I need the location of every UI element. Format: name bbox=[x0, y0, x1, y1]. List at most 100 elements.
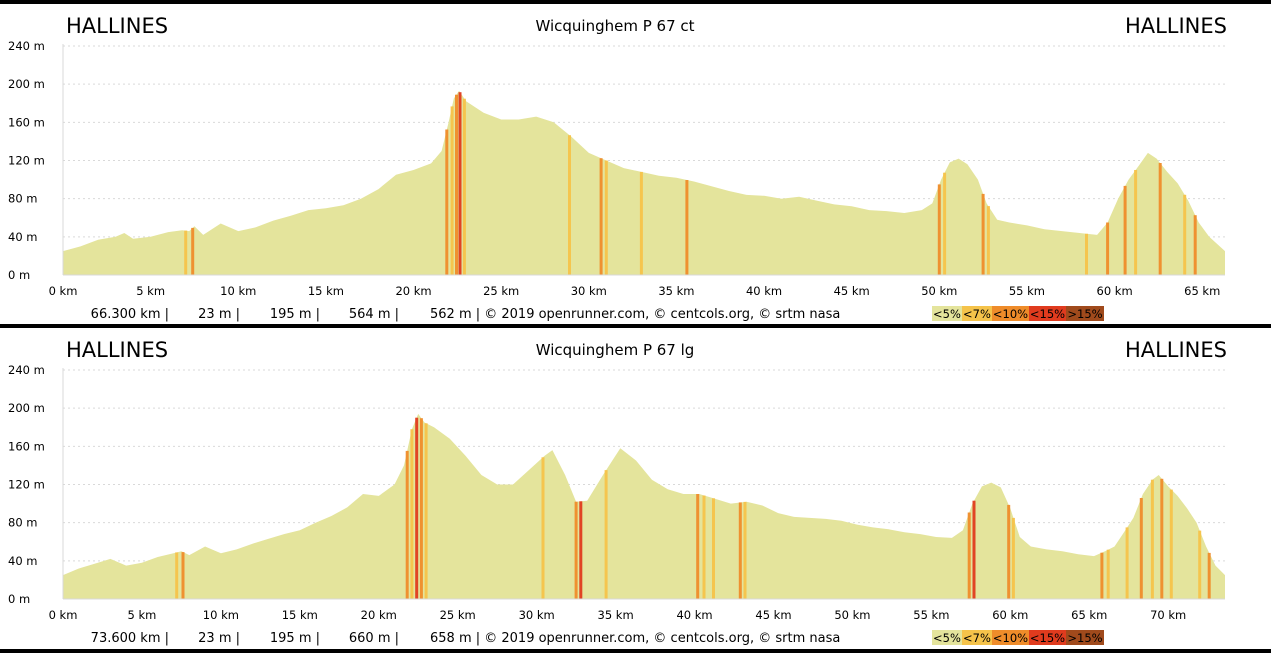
panel-separator bbox=[0, 324, 1271, 328]
x-tick-label: 60 km bbox=[992, 608, 1028, 622]
x-tick-label: 15 km bbox=[282, 608, 318, 622]
gradient-stripe bbox=[1106, 222, 1110, 275]
chart-title: Wicquinghem P 67 lg bbox=[536, 341, 695, 359]
end-place-label: HALLINES bbox=[1125, 14, 1227, 38]
gradient-stripe bbox=[458, 92, 462, 275]
legend-label: >15% bbox=[1067, 631, 1102, 645]
gradient-stripe bbox=[181, 552, 185, 599]
gradient-stripe bbox=[639, 171, 643, 275]
legend-label: <10% bbox=[993, 631, 1028, 645]
legend-swatch bbox=[932, 630, 962, 645]
route-stat-credits: 562 m | © 2019 openrunner.com, © centcol… bbox=[430, 307, 840, 322]
route-stat: 564 m | bbox=[349, 307, 399, 322]
y-tick-label: 120 m bbox=[8, 154, 45, 168]
gradient-stripe bbox=[696, 494, 700, 599]
gradient-stripe bbox=[410, 429, 414, 599]
legend-swatch bbox=[992, 630, 1029, 645]
legend-swatch bbox=[1066, 630, 1104, 645]
gradient-stripe bbox=[1150, 479, 1154, 599]
gradient-stripe bbox=[604, 160, 608, 275]
legend-swatch bbox=[932, 306, 962, 321]
route-stat: 195 m | bbox=[270, 307, 320, 322]
legend-swatch bbox=[1029, 306, 1066, 321]
legend-swatch bbox=[992, 306, 1029, 321]
start-place-label: HALLINES bbox=[66, 338, 168, 362]
gradient-stripe bbox=[1193, 215, 1197, 275]
x-tick-label: 60 km bbox=[1097, 284, 1133, 298]
x-tick-label: 65 km bbox=[1184, 284, 1220, 298]
legend-swatch bbox=[1066, 306, 1104, 321]
gradient-stripe bbox=[462, 98, 466, 275]
x-tick-label: 30 km bbox=[571, 284, 607, 298]
elevation-area bbox=[63, 90, 1225, 275]
gradient-stripe bbox=[424, 423, 428, 599]
legend-label: <15% bbox=[1030, 307, 1065, 321]
gradient-stripe bbox=[1100, 552, 1104, 599]
y-tick-label: 160 m bbox=[8, 439, 45, 453]
gradient-stripe bbox=[450, 106, 454, 276]
y-tick-label: 200 m bbox=[8, 77, 45, 91]
x-tick-label: 35 km bbox=[658, 284, 694, 298]
route-stat: 195 m | bbox=[270, 631, 320, 646]
gradient-stripe bbox=[604, 470, 608, 599]
gradient-stripe bbox=[1011, 517, 1015, 599]
route-stat: 23 m | bbox=[198, 631, 240, 646]
gradient-stripe bbox=[943, 172, 947, 275]
legend-label: >15% bbox=[1067, 307, 1102, 321]
x-tick-label: 40 km bbox=[746, 284, 782, 298]
gradient-stripe bbox=[1125, 527, 1129, 599]
end-place-label: HALLINES bbox=[1125, 338, 1227, 362]
x-tick-label: 25 km bbox=[440, 608, 476, 622]
chart-title: Wicquinghem P 67 ct bbox=[535, 17, 694, 35]
gradient-stripe bbox=[405, 450, 409, 599]
legend-swatch bbox=[1029, 630, 1066, 645]
x-tick-label: 15 km bbox=[308, 284, 344, 298]
x-tick-label: 30 km bbox=[519, 608, 555, 622]
gradient-stripe bbox=[1160, 478, 1164, 599]
gradient-legend: <5% <7% <10% <15% >15% bbox=[932, 306, 1104, 321]
x-tick-label: 5 km bbox=[136, 284, 165, 298]
y-tick-label: 200 m bbox=[8, 401, 45, 415]
gradient-stripe bbox=[1134, 170, 1138, 275]
gradient-stripe bbox=[415, 417, 419, 599]
elevation-panel-1: HALLINES HALLINES Wicquinghem P 67 ct 0 m 40… bbox=[8, 14, 1227, 322]
x-tick-label: 5 km bbox=[128, 608, 157, 622]
route-stat-credits: 658 m | © 2019 openrunner.com, © centcol… bbox=[430, 631, 840, 646]
y-tick-label: 40 m bbox=[8, 230, 38, 244]
legend-label: <15% bbox=[1030, 631, 1065, 645]
x-tick-label: 45 km bbox=[755, 608, 791, 622]
x-tick-label: 70 km bbox=[1150, 608, 1186, 622]
x-tick-label: 50 km bbox=[834, 608, 870, 622]
gradient-stripe bbox=[1207, 552, 1211, 599]
gradient-legend: <5% <7% <10% <15% >15% bbox=[932, 630, 1104, 645]
legend-label: <7% bbox=[963, 307, 991, 321]
y-tick-label: 80 m bbox=[8, 516, 38, 530]
x-tick-label: 50 km bbox=[921, 284, 957, 298]
route-stat: 23 m | bbox=[198, 307, 240, 322]
gradient-stripe bbox=[967, 512, 971, 599]
gradient-stripe bbox=[981, 193, 985, 275]
gradient-stripe bbox=[1123, 185, 1127, 275]
gradient-stripe bbox=[419, 418, 423, 599]
route-stat: 73.600 km | bbox=[91, 631, 169, 646]
y-tick-label: 240 m bbox=[8, 39, 45, 53]
x-tick-label: 0 km bbox=[49, 608, 78, 622]
x-tick-label: 35 km bbox=[598, 608, 634, 622]
legend-swatch bbox=[962, 306, 992, 321]
x-tick-label: 45 km bbox=[834, 284, 870, 298]
y-tick-label: 40 m bbox=[8, 554, 38, 568]
x-tick-label: 0 km bbox=[49, 284, 78, 298]
gradient-stripe bbox=[712, 498, 715, 599]
gradient-stripe bbox=[579, 501, 583, 599]
gradient-stripe bbox=[685, 180, 689, 275]
top-border bbox=[0, 0, 1271, 4]
gradient-stripe bbox=[1106, 549, 1110, 599]
bottom-border bbox=[0, 649, 1271, 653]
legend-label: <5% bbox=[933, 631, 961, 645]
x-tick-label: 25 km bbox=[483, 284, 519, 298]
y-tick-label: 120 m bbox=[8, 478, 45, 492]
x-tick-label: 10 km bbox=[203, 608, 239, 622]
x-tick-label: 20 km bbox=[361, 608, 397, 622]
